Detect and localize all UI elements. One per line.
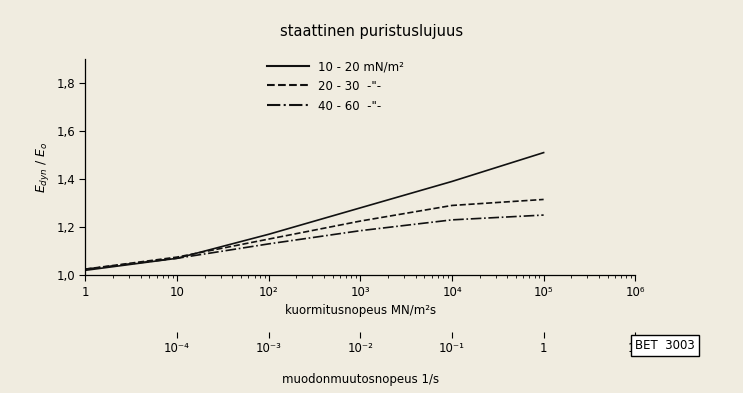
Text: muodonmuutosnopeus 1/s: muodonmuutosnopeus 1/s: [282, 373, 439, 386]
Legend: 10 - 20 mN/m², 20 - 30  -"-, 40 - 60  -"-: 10 - 20 mN/m², 20 - 30 -"-, 40 - 60 -"-: [267, 61, 404, 112]
Text: staattinen puristuslujuus: staattinen puristuslujuus: [280, 24, 463, 39]
Y-axis label: $E_{dyn}$ / $E_o$: $E_{dyn}$ / $E_o$: [33, 141, 51, 193]
X-axis label: kuormitusnopeus MN/m²s: kuormitusnopeus MN/m²s: [285, 304, 436, 317]
Text: BET  3003: BET 3003: [635, 339, 695, 353]
